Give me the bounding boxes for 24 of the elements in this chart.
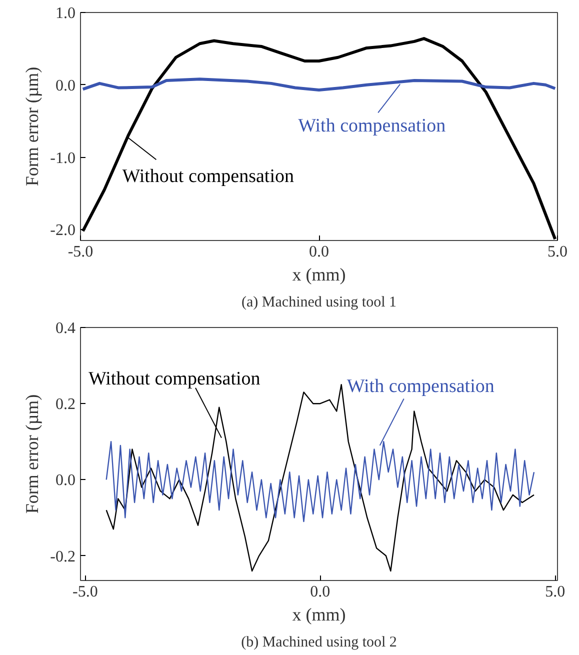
annotation: With compensation: [346, 376, 495, 397]
text: (b) Machined using tool 2: [241, 634, 397, 650]
text: (a) Machined using tool 1: [242, 294, 396, 310]
x-tick-label: 0.0: [309, 244, 329, 260]
annotation: Without compensation: [122, 166, 294, 188]
x-tick-label: -5.0: [72, 584, 98, 600]
x-tick-label: 5.0: [548, 244, 568, 260]
y-tick-label: 0.4: [56, 320, 76, 337]
y-tick-label: 0.0: [56, 472, 76, 490]
x-axis-title: x (mm): [292, 264, 346, 284]
y-tick-label: 0.2: [56, 396, 76, 414]
y-axis-title: Form error (µm): [22, 66, 42, 186]
x-tick-label: 5.0: [545, 584, 566, 600]
y-tick-label: -2.0: [50, 222, 76, 240]
y-tick-label: -0.2: [50, 548, 76, 566]
y-tick-label: 0.0: [56, 77, 76, 94]
x-tick-label: 0.0: [310, 584, 330, 600]
y-tick-label: -1.0: [50, 150, 76, 167]
x-tick-label: -5.0: [68, 244, 94, 260]
y-tick-label: 1.0: [56, 5, 76, 22]
y-axis-title: Form error (µm): [22, 394, 42, 514]
x-axis-title: x (mm): [292, 604, 346, 624]
annotation: Without compensation: [88, 368, 261, 390]
annotation: With compensation: [298, 116, 446, 137]
